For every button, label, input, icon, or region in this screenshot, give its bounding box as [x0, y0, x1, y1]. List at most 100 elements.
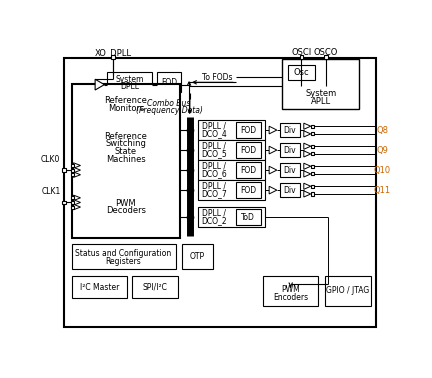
Bar [289, 65, 315, 80]
Polygon shape [304, 123, 311, 129]
Text: Div: Div [284, 146, 296, 155]
Polygon shape [73, 200, 80, 205]
Text: OSCI: OSCI [291, 48, 311, 57]
Text: Switching: Switching [105, 139, 146, 149]
Bar [236, 163, 260, 178]
Text: Combo Bus: Combo Bus [147, 99, 191, 108]
Text: Div: Div [284, 125, 296, 135]
Text: PWM: PWM [281, 285, 300, 294]
Bar [108, 72, 152, 92]
Bar [311, 185, 314, 188]
Bar [280, 123, 300, 137]
Polygon shape [73, 195, 80, 200]
Bar [236, 122, 260, 138]
Bar [282, 59, 359, 109]
Text: DCO_5: DCO_5 [202, 149, 227, 158]
Text: DCO_2: DCO_2 [202, 217, 227, 225]
Bar [197, 120, 265, 140]
Polygon shape [304, 183, 311, 189]
Polygon shape [304, 163, 311, 169]
Text: GPIO / JTAG: GPIO / JTAG [326, 287, 369, 296]
Text: DPLL /: DPLL / [203, 122, 226, 131]
Bar [197, 180, 265, 200]
Text: Q9: Q9 [376, 146, 388, 155]
Text: DCO_7: DCO_7 [202, 189, 227, 198]
Polygon shape [304, 191, 311, 197]
Text: FOD: FOD [240, 166, 257, 175]
Bar [263, 276, 318, 306]
Text: PWM: PWM [116, 199, 136, 208]
Text: Decoders: Decoders [106, 206, 146, 215]
Polygon shape [304, 171, 311, 177]
Bar [280, 183, 300, 197]
Text: FOD: FOD [161, 78, 177, 87]
Text: Monitors: Monitors [108, 104, 144, 113]
Bar [71, 173, 74, 176]
Polygon shape [269, 186, 277, 194]
Bar [71, 206, 74, 209]
Text: To FODs: To FODs [202, 73, 232, 82]
Bar [236, 209, 260, 225]
Polygon shape [73, 167, 80, 173]
Bar [71, 201, 74, 204]
Bar [311, 172, 314, 175]
Bar [182, 244, 213, 269]
Bar [72, 276, 127, 298]
Text: DPLL: DPLL [120, 82, 139, 91]
Bar [324, 276, 371, 306]
Text: FOD: FOD [240, 125, 257, 135]
Text: (Frequency Data): (Frequency Data) [136, 105, 203, 115]
Text: OTP: OTP [190, 252, 205, 261]
Bar [197, 140, 265, 160]
Bar [62, 200, 66, 204]
Text: FOD: FOD [240, 186, 257, 195]
Text: APLL: APLL [311, 97, 331, 106]
Text: Osc: Osc [294, 68, 309, 77]
Text: ToD: ToD [241, 212, 255, 222]
Bar [132, 276, 178, 298]
Text: State: State [115, 147, 137, 156]
Bar [236, 183, 260, 198]
Bar [311, 145, 314, 148]
Text: XO_DPLL: XO_DPLL [94, 48, 131, 57]
Bar [71, 196, 74, 199]
Bar [311, 132, 314, 135]
Text: Status and Configuration: Status and Configuration [76, 249, 172, 258]
Text: System: System [305, 89, 337, 98]
Bar [197, 207, 265, 227]
Bar [311, 152, 314, 155]
Text: DPLL /: DPLL / [203, 142, 226, 151]
Polygon shape [269, 166, 277, 174]
Text: CLK1: CLK1 [41, 187, 60, 196]
Bar [111, 55, 115, 59]
Polygon shape [304, 151, 311, 157]
Text: Q11: Q11 [374, 186, 391, 195]
Text: DPLL /: DPLL / [203, 209, 226, 218]
Text: Div: Div [284, 166, 296, 175]
Bar [157, 72, 181, 92]
Polygon shape [304, 131, 311, 137]
Bar [71, 164, 74, 167]
Bar [299, 55, 303, 59]
Text: DPLL /: DPLL / [203, 182, 226, 191]
Bar [72, 244, 176, 269]
Text: Machines: Machines [106, 155, 146, 164]
Bar [236, 143, 260, 158]
Text: DCO_6: DCO_6 [202, 169, 227, 178]
Bar [280, 143, 300, 157]
Polygon shape [73, 163, 80, 168]
Polygon shape [304, 143, 311, 149]
Bar [311, 192, 314, 195]
Text: Div: Div [284, 186, 296, 195]
Text: Registers: Registers [106, 257, 142, 266]
Text: Q8: Q8 [376, 125, 388, 135]
Polygon shape [269, 146, 277, 154]
Text: FOD: FOD [240, 146, 257, 155]
Text: SPI/I²C: SPI/I²C [143, 283, 168, 292]
Text: Encoders: Encoders [273, 293, 308, 302]
Bar [311, 125, 314, 128]
Text: Reference: Reference [105, 132, 147, 141]
Bar [311, 165, 314, 168]
Polygon shape [269, 126, 277, 134]
Text: OSCO: OSCO [314, 48, 338, 57]
